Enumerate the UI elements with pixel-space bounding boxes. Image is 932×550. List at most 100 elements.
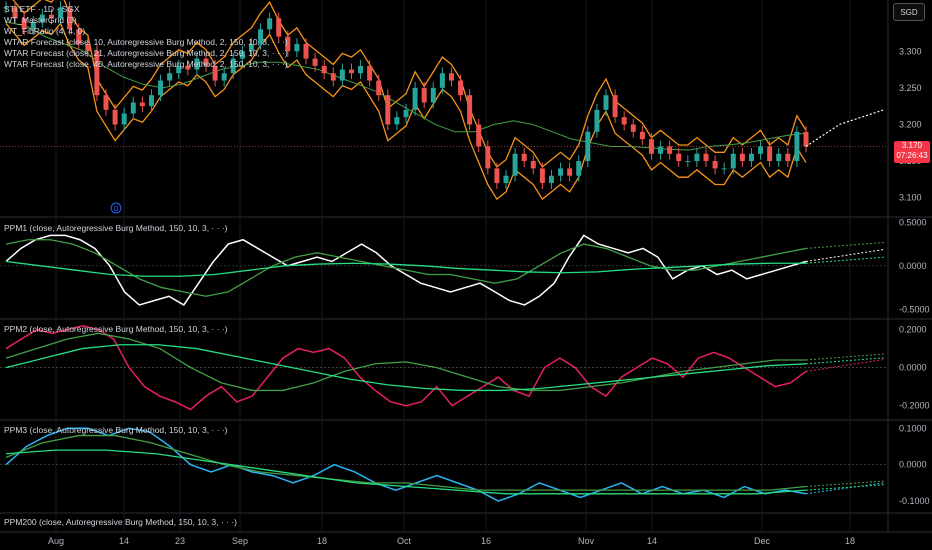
candle-body: [521, 153, 527, 162]
candle-body: [739, 153, 745, 162]
candle-body: [576, 161, 582, 176]
candle-body: [767, 146, 773, 162]
candle-body: [385, 95, 391, 125]
indicator-forecast-line: [805, 480, 885, 488]
ppm200-title[interactable]: PPM200 (close, Autoregressive Burg Metho…: [4, 517, 237, 527]
candle-body: [239, 51, 245, 59]
candle-body: [276, 18, 282, 37]
candle-body: [103, 95, 109, 110]
legend-symbol[interactable]: STI ETF · 1D · SGX: [4, 4, 80, 14]
candle-body: [258, 29, 264, 44]
candle-body: [439, 73, 445, 88]
lower-band-line: [5, 22, 807, 201]
date-tick-label: 14: [647, 536, 657, 546]
candle-body: [430, 87, 436, 103]
ppm2-pane[interactable]: [5, 324, 885, 411]
candle-body: [458, 80, 464, 96]
price-tick-label: 0.2000: [899, 325, 927, 335]
price-tick-label: -0.5000: [899, 304, 930, 314]
candle-body: [712, 161, 718, 169]
candle-body: [158, 80, 164, 96]
candle-body: [294, 43, 300, 52]
date-tick-label: Sep: [232, 536, 248, 546]
legend-wtar-10[interactable]: WTAR Forecast (close, 10, Autoregressive…: [4, 37, 288, 47]
candle-body: [30, 21, 36, 30]
candle-body: [585, 131, 591, 162]
indicator-line: [5, 344, 807, 392]
candle-body: [530, 161, 536, 169]
candle-body: [667, 146, 673, 154]
indicator-line: [5, 449, 807, 495]
indicator-forecast-line: [805, 357, 885, 365]
legend-wtar-40[interactable]: WTAR Forecast (close, 40, Autoregressive…: [4, 59, 288, 69]
candle-body: [476, 124, 482, 147]
dividend-marker-label: D: [113, 206, 118, 213]
legend-wtar-21[interactable]: WTAR Forecast (close, 21, Autoregressive…: [4, 48, 288, 58]
date-tick-label: Dec: [754, 536, 771, 546]
candle-body: [358, 65, 364, 74]
candle-body: [467, 95, 473, 125]
indicator-forecast-line: [805, 241, 885, 249]
indicator-line: [5, 324, 807, 411]
legend-mastergrid[interactable]: WT_MasterGrid (3): [4, 15, 77, 25]
price-tick-label: 0.0000: [899, 460, 927, 470]
candle-body: [94, 51, 100, 96]
price-legend: STI ETF · 1D · SGX WT_MasterGrid (3) WT_…: [4, 4, 288, 70]
candle-body: [167, 73, 173, 81]
candle-body: [676, 153, 682, 162]
candle-body: [348, 69, 354, 74]
date-tick-label: 18: [317, 536, 327, 546]
ppm2-title[interactable]: PPM2 (close, Autoregressive Burg Method,…: [4, 324, 228, 334]
candle-body: [121, 113, 127, 125]
indicator-forecast-line: [805, 482, 885, 495]
candle-body: [603, 95, 609, 110]
price-pane[interactable]: D: [0, 0, 888, 214]
candle-body: [639, 131, 645, 140]
candle-body: [139, 102, 145, 107]
dividend-marker: [110, 202, 122, 214]
candle-body: [21, 18, 27, 30]
price-tick-label: 3.200: [899, 119, 922, 129]
candle-body: [630, 124, 636, 132]
candle-body: [203, 58, 209, 66]
indicator-forecast-line: [805, 256, 885, 264]
candle-body: [785, 153, 791, 162]
currency-button[interactable]: SGD: [893, 3, 925, 21]
price-tick-label: -0.1000: [899, 496, 930, 506]
date-tick-label: 16: [481, 536, 491, 546]
candle-body: [394, 117, 400, 125]
candle-body: [758, 146, 764, 154]
candle-body: [303, 43, 309, 59]
candle-body: [612, 95, 618, 118]
candle-body: [803, 131, 809, 147]
candle-body: [794, 131, 800, 162]
candle-body: [330, 73, 336, 81]
candle-body: [112, 109, 118, 125]
candle-body: [248, 43, 254, 52]
date-tick-label: Oct: [397, 536, 412, 546]
ppm1-pane[interactable]: [5, 234, 885, 306]
candle-body: [48, 14, 54, 19]
ppm3-title[interactable]: PPM3 (close, Autoregressive Burg Method,…: [4, 425, 228, 435]
price-tick-label: 3.300: [899, 46, 922, 56]
candle-body: [494, 168, 500, 184]
grid: [0, 0, 932, 533]
candle-body: [67, 7, 73, 30]
date-tick-label: Aug: [48, 536, 64, 546]
candle-body: [730, 153, 736, 169]
ppm1-title[interactable]: PPM1 (close, Autoregressive Burg Method,…: [4, 223, 228, 233]
date-tick-label: 18: [845, 536, 855, 546]
candle-body: [403, 109, 409, 118]
legend-fibratio[interactable]: WT_FibRatio (4, 4, 0): [4, 26, 86, 36]
candle-body: [185, 65, 191, 70]
candle-body: [339, 69, 345, 81]
last-price-badge: 3.170 07:26:43: [894, 141, 930, 163]
candle-body: [176, 65, 182, 74]
candle-body: [221, 73, 227, 81]
ppm3-pane[interactable]: [5, 427, 885, 502]
price-tick-label: 3.250: [899, 83, 922, 93]
candle-body: [485, 146, 491, 169]
candle-body: [39, 14, 45, 22]
candle-body: [58, 7, 64, 19]
last-price: 3.170: [901, 141, 923, 150]
